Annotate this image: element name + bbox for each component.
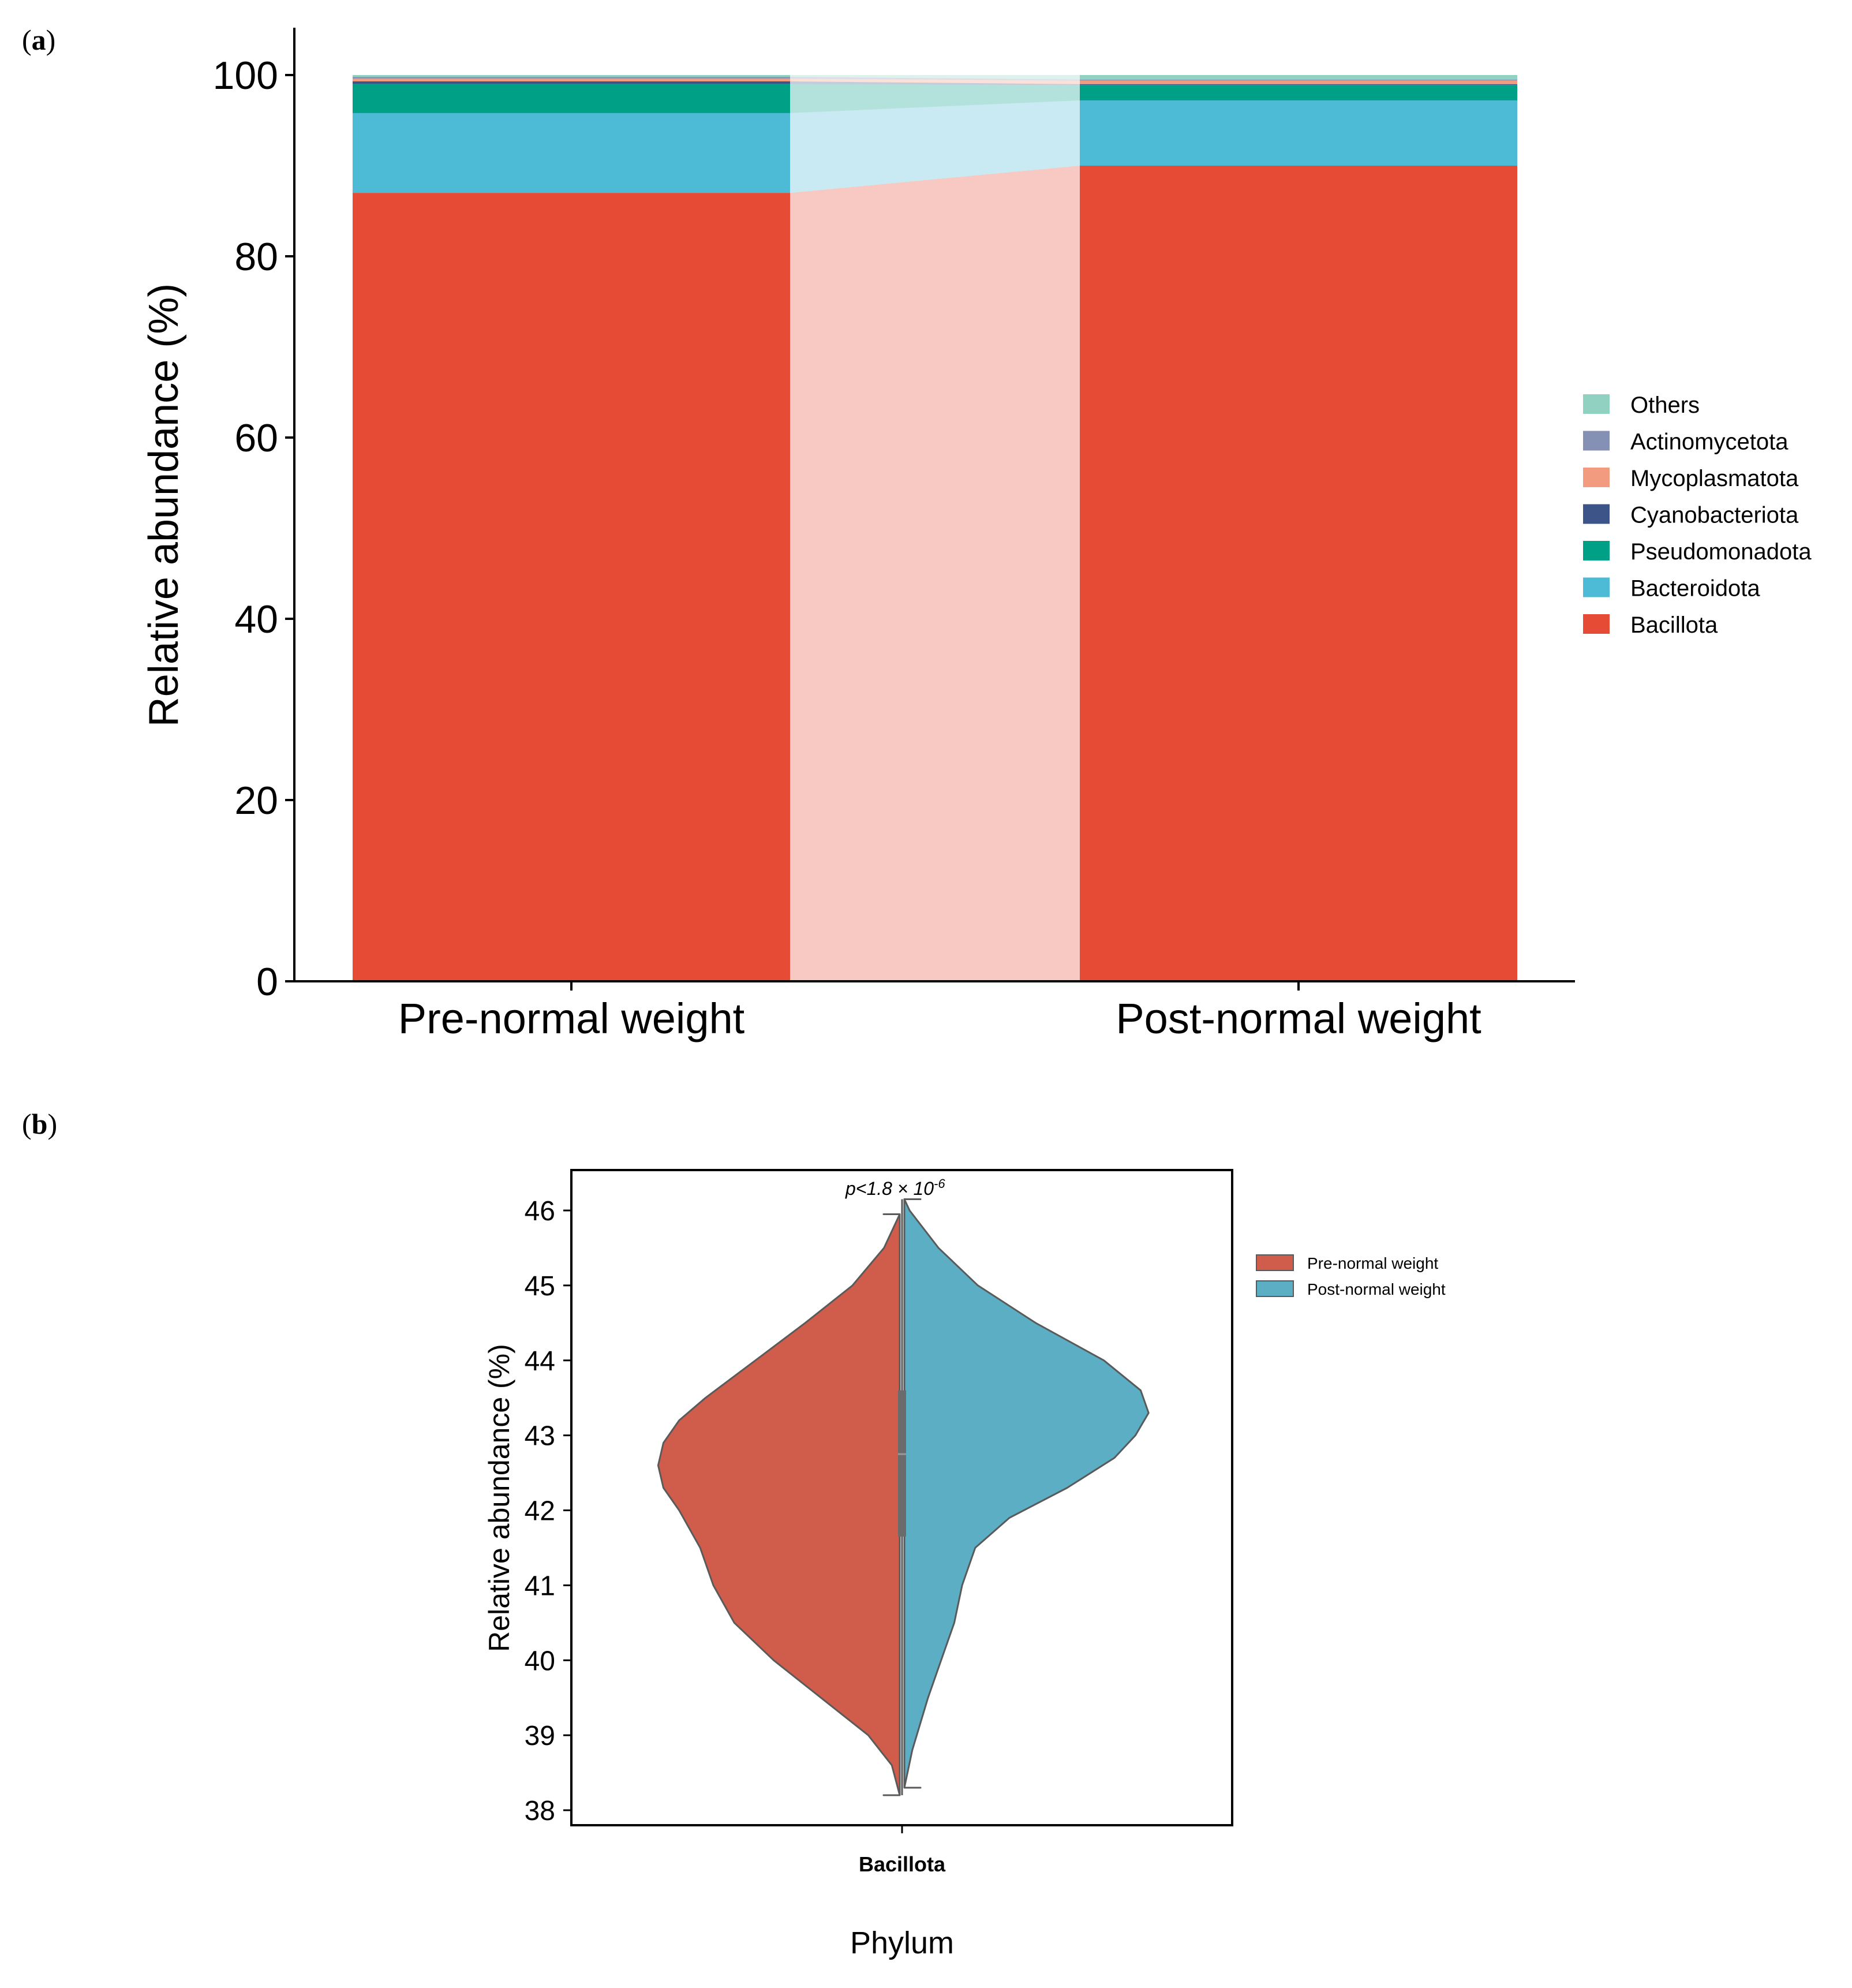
y-tick-label: 43 <box>525 1421 555 1452</box>
legend-label-pseudomonadota: Pseudomonadota <box>1630 539 1812 565</box>
p-value-exponent: -6 <box>934 1176 945 1191</box>
legend-label-pre: Pre-normal weight <box>1307 1254 1438 1272</box>
bar-segment-mycoplasmatota-post <box>1080 80 1517 84</box>
legend-swatch-actinomycetota <box>1583 431 1610 451</box>
panel-label-a-letter: a <box>32 24 46 56</box>
y-axis-label: Relative abundance (%) <box>141 283 187 727</box>
iqr-box <box>898 1390 906 1537</box>
y-tick-label: 100 <box>213 54 278 98</box>
legend-label-post: Post-normal weight <box>1307 1280 1446 1298</box>
y-axis-label: Relative abundance (%) <box>483 1344 515 1652</box>
stacked-bar-chart: 0 20 40 60 80 100 Pre-normal weight Post-normal… <box>141 28 1812 1042</box>
bar-segment-bacillota-pre <box>353 193 790 982</box>
bar-segment-others-post <box>1080 75 1517 80</box>
x-axis-label: Phylum <box>850 1926 954 1960</box>
legend-swatch-cyanobacteriota <box>1583 504 1610 524</box>
legend-swatch-post <box>1256 1280 1294 1297</box>
x-tick-label: Pre-normal weight <box>398 995 745 1042</box>
flow-band-mycoplasmatota <box>790 79 1080 84</box>
bar-segment-actinomycetota-post <box>1080 79 1517 81</box>
bar-segment-bacillota-post <box>1080 166 1517 981</box>
y-tick-label: 38 <box>525 1796 555 1826</box>
legend-swatch-pre <box>1256 1254 1294 1271</box>
bar-segment-mycoplasmatota-pre <box>353 79 790 81</box>
bar-segment-bacteroidota-post <box>1080 100 1517 166</box>
legend-label-bacteroidota: Bacteroidota <box>1630 576 1760 601</box>
legend-swatch-mycoplasmatota <box>1583 468 1610 487</box>
legend-swatch-bacillota <box>1583 614 1610 634</box>
flow-band-bacillota <box>790 166 1080 981</box>
legend-label-mycoplasmatota: Mycoplasmatota <box>1630 466 1799 491</box>
y-tick-label: 20 <box>234 779 278 823</box>
legend-label-actinomycetota: Actinomycetota <box>1630 429 1789 455</box>
y-tick-label: 0 <box>256 960 278 1004</box>
flow-band-actinomycetota <box>790 77 1080 81</box>
legend: Others Actinomycetota Mycoplasmatota Cyanob… <box>1583 393 1812 638</box>
violin-post <box>903 1198 1150 1789</box>
flow-band-bacteroidota <box>790 100 1080 193</box>
p-value-text: p<1.8 × 10 <box>845 1178 934 1199</box>
y-tick-label: 60 <box>234 416 278 460</box>
bar-segment-pseudomonadota-pre <box>353 84 790 113</box>
panel-label-b: (b) <box>22 1108 57 1140</box>
p-value-annotation: p<1.8 × 10-6 <box>845 1176 945 1199</box>
y-tick-label: 40 <box>525 1646 555 1676</box>
legend-label-others: Others <box>1630 393 1700 418</box>
legend-label-cyanobacteriota: Cyanobacteriota <box>1630 503 1799 528</box>
bar-segment-pseudomonadota-post <box>1080 85 1517 100</box>
y-tick-label: 46 <box>525 1196 555 1227</box>
panel-label-b-letter: b <box>32 1108 48 1140</box>
flow-band-pseudomonadota <box>790 84 1080 113</box>
violin-chart: 38 39 40 41 42 43 44 45 46 Bacillota Phylum Relativ… <box>483 1169 1446 1960</box>
y-tick-label: 44 <box>525 1346 555 1377</box>
y-tick-label: 42 <box>525 1496 555 1527</box>
flow-band-others <box>790 75 1080 80</box>
x-tick-label: Bacillota <box>859 1852 946 1876</box>
flow-band-cyanobacteriota <box>790 81 1080 85</box>
legend-label-bacillota: Bacillota <box>1630 612 1718 638</box>
x-tick-label: Post-normal weight <box>1116 995 1481 1042</box>
bar-segment-others-pre <box>353 75 790 77</box>
bar-segment-cyanobacteriota-pre <box>353 81 790 84</box>
bar-segment-actinomycetota-pre <box>353 77 790 79</box>
y-tick-label: 41 <box>525 1571 555 1601</box>
y-tick-label: 45 <box>525 1271 555 1302</box>
panel-label-a: (a) <box>22 24 55 56</box>
bar-segment-cyanobacteriota-post <box>1080 84 1517 85</box>
legend-swatch-bacteroidota <box>1583 577 1610 597</box>
y-tick-label: 40 <box>234 597 278 641</box>
y-tick-label: 80 <box>234 235 278 279</box>
legend-swatch-others <box>1583 394 1610 414</box>
y-tick-label: 39 <box>525 1721 555 1751</box>
violin-pre <box>657 1213 901 1796</box>
legend: Pre-normal weight Post-normal weight <box>1256 1254 1446 1298</box>
legend-swatch-pseudomonadota <box>1583 541 1610 560</box>
bar-segment-bacteroidota-pre <box>353 113 790 193</box>
